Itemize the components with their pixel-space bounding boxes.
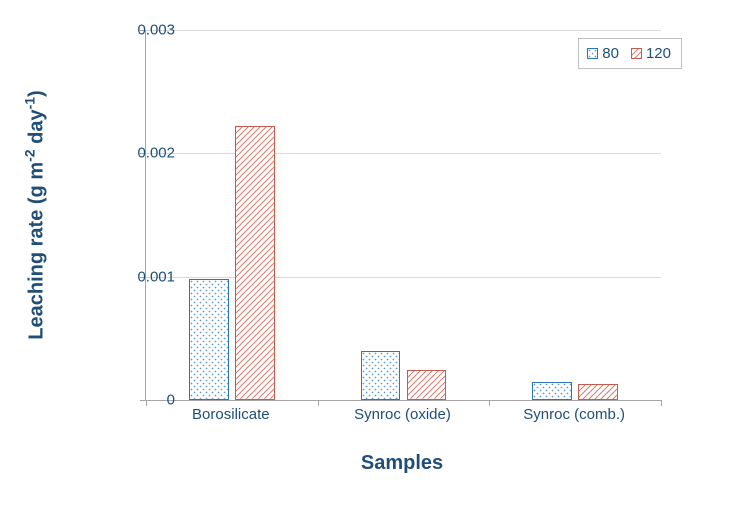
bar: [407, 370, 447, 400]
x-tick-mark: [489, 400, 490, 406]
x-category-label: Synroc (oxide): [354, 406, 451, 423]
x-axis-title: Samples: [361, 452, 443, 475]
bar: [189, 279, 229, 400]
y-tick-label: 0.003: [95, 22, 175, 39]
y-tick-label: 0: [95, 392, 175, 409]
legend-label: 80: [602, 45, 619, 62]
bar: [361, 351, 401, 400]
legend-item: 120: [631, 45, 671, 62]
legend-label: 120: [646, 45, 671, 62]
grid-line: [146, 30, 661, 31]
y-tick-label: 0.002: [95, 145, 175, 162]
bar: [532, 382, 572, 401]
x-tick-mark: [318, 400, 319, 406]
legend-swatch: [631, 48, 642, 59]
bar: [578, 384, 618, 400]
x-category-label: Synroc (comb.): [523, 406, 625, 423]
y-axis-title: Leaching rate (g m-2 day-1): [22, 90, 49, 339]
plot-area: [145, 30, 661, 401]
bar: [235, 126, 275, 400]
leaching-rate-chart: Leaching rate (g m-2 day-1) 00.0010.00: [50, 20, 700, 490]
legend: 80 120: [578, 38, 682, 69]
x-category-label: Borosilicate: [192, 406, 270, 423]
grid-line: [146, 277, 661, 278]
y-tick-label: 0.001: [95, 268, 175, 285]
x-tick-mark: [661, 400, 662, 406]
grid-line: [146, 153, 661, 154]
legend-swatch: [587, 48, 598, 59]
legend-item: 80: [587, 45, 619, 62]
